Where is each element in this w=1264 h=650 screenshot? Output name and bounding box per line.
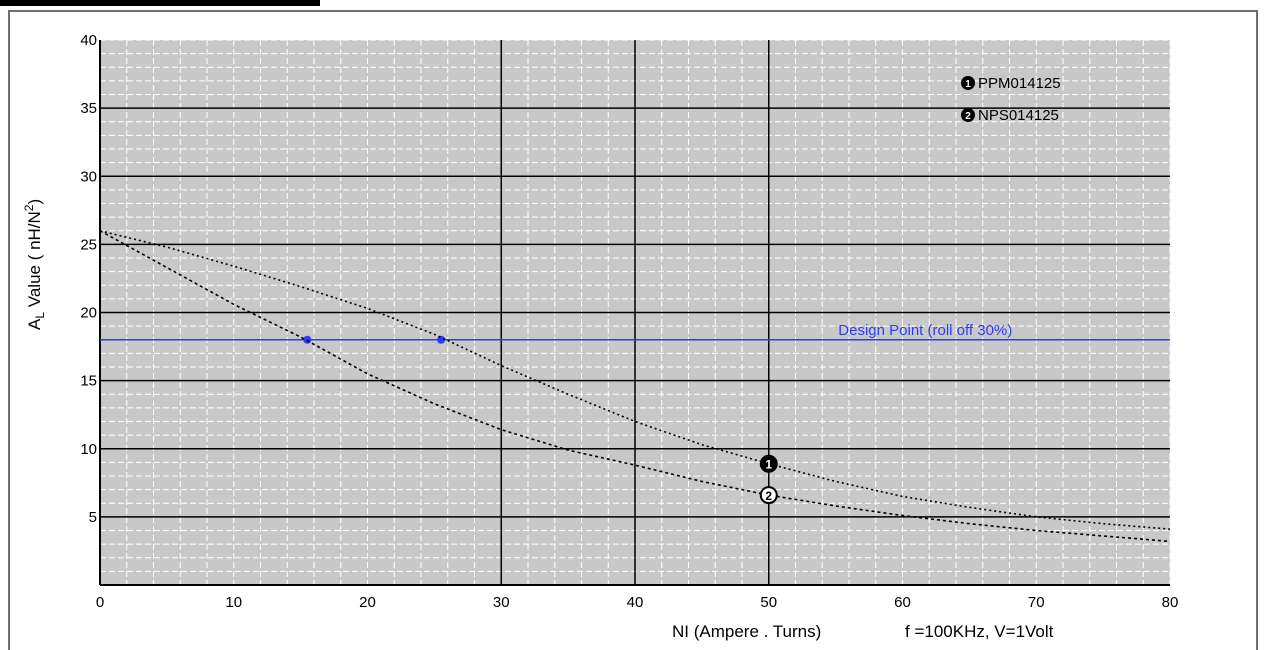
- y-axis-label-sup: 2: [22, 204, 36, 211]
- x-tick-label: 10: [225, 594, 242, 611]
- y-tick-label: 25: [80, 236, 97, 253]
- y-axis-label-sub: L: [33, 312, 47, 319]
- y-tick-label: 15: [80, 373, 97, 390]
- series-marker-label-2: 2: [765, 489, 772, 503]
- y-tick-label: 10: [80, 441, 97, 458]
- series-marker-1: [759, 454, 778, 473]
- x-axis-label: NI (Ampere . Turns): [672, 622, 821, 641]
- series-marker-2: [759, 486, 778, 505]
- y-tick-label: 30: [80, 168, 97, 185]
- design-point-marker: [303, 335, 312, 344]
- x-tick-label: 20: [359, 594, 376, 611]
- title-strip: [0, 0, 320, 6]
- x-tick-label: 80: [1162, 594, 1179, 611]
- test-condition-label: f =100KHz, V=1Volt: [905, 622, 1054, 641]
- y-axis-label-end: ): [25, 199, 44, 205]
- design-point-label: Design Point (roll off 30%): [838, 322, 1012, 339]
- series-marker-label-1: 1: [765, 458, 772, 472]
- y-axis-label-main: A: [25, 318, 44, 330]
- chart-frame: [8, 10, 1258, 650]
- x-tick-label: 70: [1028, 594, 1045, 611]
- series-line-1: [99, 229, 1171, 530]
- x-tick-label: 60: [894, 594, 911, 611]
- y-axis-label-rest: Value ( nH/N: [25, 211, 44, 312]
- legend-marker-label-2: 2: [965, 111, 971, 122]
- x-tick-label: 30: [493, 594, 510, 611]
- y-axis-label: AL Value ( nH/N2): [22, 199, 47, 330]
- design-point-marker: [437, 335, 446, 344]
- series-line-2: [99, 230, 1171, 543]
- x-tick-label: 50: [760, 594, 777, 611]
- y-tick-label: 35: [80, 100, 97, 117]
- legend-entry-2: NPS014125: [978, 107, 1059, 124]
- y-tick-label: 5: [89, 509, 97, 526]
- legend-entry-1: PPM014125: [978, 75, 1061, 92]
- y-tick-label: 20: [80, 305, 97, 322]
- legend-marker-label-1: 1: [965, 79, 971, 90]
- x-tick-label: 0: [96, 594, 104, 611]
- legend-marker-2: [961, 108, 975, 122]
- x-tick-label: 40: [627, 594, 644, 611]
- legend-marker-1: [961, 76, 975, 90]
- y-tick-label: 40: [80, 32, 97, 49]
